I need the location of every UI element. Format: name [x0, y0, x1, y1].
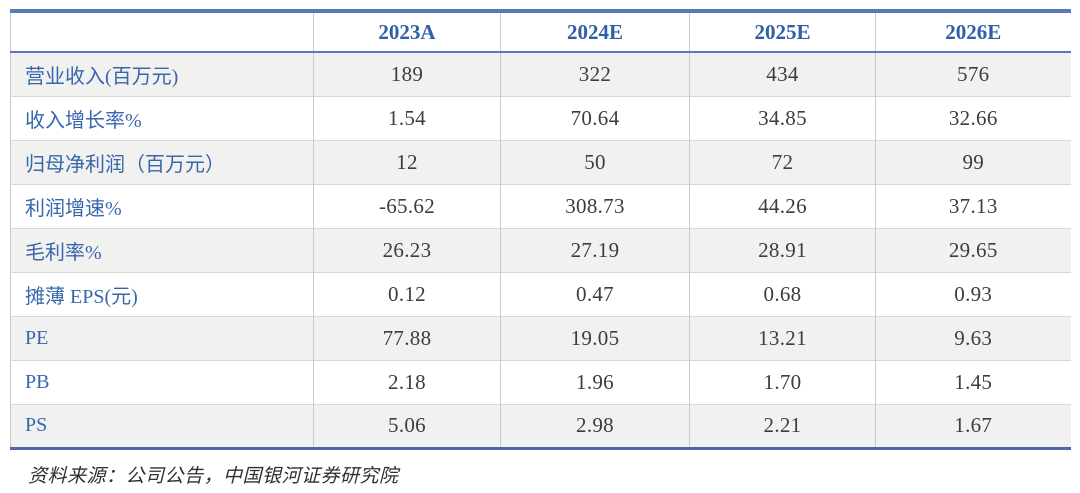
value-cell: 0.12 — [313, 271, 501, 316]
row-label-cell: 毛利率% — [10, 227, 314, 272]
value-cell: 77.88 — [313, 315, 501, 360]
row-label-cell: 归母净利润（百万元） — [10, 139, 314, 184]
value-cell: 13.21 — [689, 315, 876, 360]
table-row: 收入增长率% 1.54 70.64 34.85 32.66 — [10, 95, 1071, 140]
value-cell: 72 — [689, 139, 876, 184]
table-row: 毛利率% 26.23 27.19 28.91 29.65 — [10, 227, 1071, 272]
value-cell: 32.66 — [875, 95, 1071, 140]
row-label-cell: PB — [10, 359, 314, 404]
row-label-cell: 营业收入(百万元) — [25, 65, 179, 88]
column-header: 2023A — [313, 11, 501, 53]
value-cell: 1.67 — [875, 403, 1071, 448]
value-cell: 34.85 — [689, 95, 876, 140]
row-label-cell: 收入增长率% — [10, 95, 314, 140]
value-cell: 1.54 — [313, 95, 501, 140]
column-header: 2025E — [689, 11, 876, 53]
value-cell: 0.68 — [689, 271, 876, 316]
value-cell: 5.06 — [313, 403, 501, 448]
value-cell: 50 — [500, 139, 690, 184]
value-cell: 28.91 — [689, 227, 876, 272]
value-cell: 70.64 — [500, 95, 690, 140]
value-cell: 44.26 — [689, 183, 876, 228]
table-row: PB 2.18 1.96 1.70 1.45 — [10, 359, 1071, 404]
value-cell: 2.21 — [689, 403, 876, 448]
value-cell: 99 — [875, 139, 1071, 184]
value-cell: 1.45 — [875, 359, 1071, 404]
value-cell: 37.13 — [875, 183, 1071, 228]
value-cell: 2.98 — [500, 403, 690, 448]
column-header: 2026E — [875, 11, 1071, 53]
row-label-cell: PS — [10, 403, 314, 448]
value-cell: 1.96 — [500, 359, 690, 404]
row-label-cell: 利润增速% — [10, 183, 314, 228]
row-label-cell: PE — [10, 315, 314, 360]
value-cell: 308.73 — [500, 183, 690, 228]
value-cell: 19.05 — [500, 315, 690, 360]
value-cell: 2.18 — [313, 359, 501, 404]
value-cell: 27.19 — [500, 227, 690, 272]
value-cell: 12 — [313, 139, 501, 184]
value-cell: 189 — [313, 52, 501, 96]
value-cell: 0.47 — [500, 271, 690, 316]
financial-summary-table: 2023A 2024E 2025E 2026E 营业收入(百万元) 189 322 434 5… — [10, 9, 1071, 450]
value-cell: -65.62 — [313, 183, 501, 228]
source-note: 资料来源：公司公告，中国银河证券研究院 — [28, 466, 399, 487]
row-label-cell: 摊薄 EPS(元) — [10, 271, 314, 316]
value-cell: 9.63 — [875, 315, 1071, 360]
table-row: 营业收入(百万元) 189 322 434 576 — [10, 52, 1071, 96]
value-cell: 576 — [875, 52, 1071, 96]
value-cell: 1.70 — [689, 359, 876, 404]
column-header: 2024E — [500, 11, 690, 53]
value-cell: 322 — [500, 52, 690, 96]
table-row: PS 5.06 2.98 2.21 1.67 — [10, 403, 1071, 448]
table-header-row: 2023A 2024E 2025E 2026E — [10, 11, 1071, 53]
table-row: PE 77.88 19.05 13.21 9.63 — [10, 315, 1071, 360]
value-cell: 434 — [689, 52, 876, 96]
value-cell: 29.65 — [875, 227, 1071, 272]
value-cell: 0.93 — [875, 271, 1071, 316]
financial-summary-table-wrap: 2023A 2024E 2025E 2026E 营业收入(百万元) 189 322 434 5… — [10, 9, 1071, 450]
value-cell: 26.23 — [313, 227, 501, 272]
table-row: 摊薄 EPS(元) 0.12 0.47 0.68 0.93 — [10, 271, 1071, 316]
table-row: 归母净利润（百万元） 12 50 72 99 — [10, 139, 1071, 184]
corner-header-cell — [10, 11, 314, 53]
table-row: 利润增速% -65.62 308.73 44.26 37.13 — [10, 183, 1071, 228]
